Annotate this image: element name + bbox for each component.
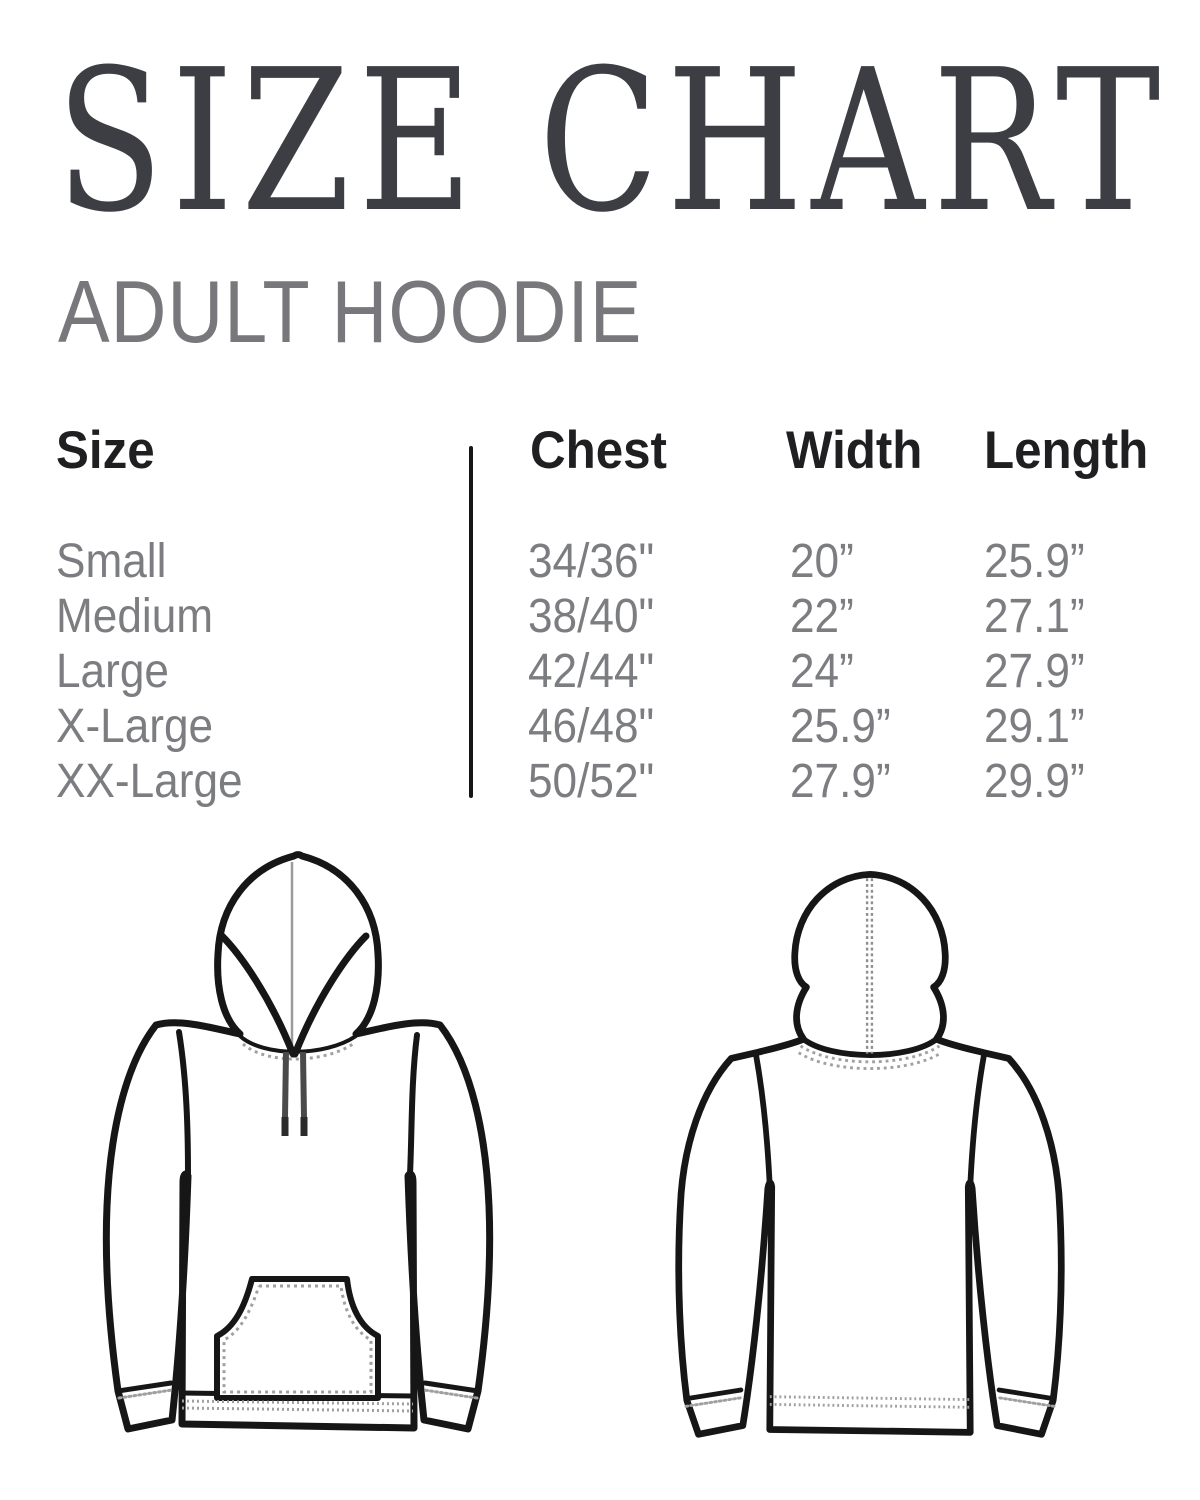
width-cell: 25.9” (790, 700, 891, 753)
length-cell: 29.1” (984, 700, 1085, 753)
column-header-size: Size (56, 421, 155, 480)
size-name-cell: Small (56, 535, 167, 588)
size-name-cell: Large (56, 645, 169, 698)
width-cell: 20” (790, 535, 854, 588)
page-subtitle: ADULT HOODIE (58, 262, 643, 361)
length-cell: 27.1” (984, 590, 1085, 643)
hood-center-seam (865, 878, 874, 1054)
column-header-length: Length (984, 421, 1149, 480)
page-title: SIZE CHART (56, 28, 1169, 256)
width-cell: 27.9” (790, 755, 891, 808)
back-side-seams (753, 1053, 987, 1190)
drawstrings (281, 1051, 308, 1136)
chest-cell: 46/48" (528, 700, 655, 753)
length-cell: 29.9” (984, 755, 1085, 808)
armhole-seams (176, 1029, 420, 1177)
chest-cell: 34/36" (528, 535, 655, 588)
collar-curve (238, 1034, 358, 1054)
size-name-cell: XX-Large (56, 755, 243, 808)
column-header-width: Width (786, 421, 923, 480)
size-name-column: Small Medium Large X-Large XX-Large (56, 534, 243, 809)
size-name-cell: Medium (56, 590, 214, 643)
size-name-cell: X-Large (56, 700, 214, 753)
chest-cell: 38/40" (528, 590, 655, 643)
hood-bottom-edge (800, 1036, 940, 1058)
length-cell: 27.9” (984, 645, 1085, 698)
chest-cell: 42/44" (528, 645, 655, 698)
chest-column: 34/36" 38/40" 42/44" 46/48" 50/52" (528, 534, 654, 809)
width-column: 20” 22” 24” 25.9” 27.9” (790, 534, 891, 809)
hoodie-front-silhouette (102, 851, 494, 1433)
pocket-stitching (222, 1284, 373, 1394)
width-cell: 24” (790, 645, 854, 698)
front-hem-stitching (181, 1399, 414, 1413)
length-cell: 25.9” (984, 535, 1085, 588)
width-cell: 22” (790, 590, 854, 643)
hoodie-back-diagram (675, 871, 1065, 1438)
back-cuff-lines (684, 1387, 1056, 1408)
kangaroo-pocket (214, 1276, 381, 1401)
chest-cell: 50/52" (528, 755, 655, 808)
table-divider-line (469, 446, 473, 798)
hood-opening (218, 932, 370, 1058)
hoodie-back-silhouette (675, 871, 1065, 1438)
hoodie-front-diagram (102, 851, 494, 1433)
cuff-lines (115, 1380, 481, 1400)
length-column: 25.9” 27.1” 27.9” 29.1” 29.9” (984, 534, 1085, 809)
column-header-chest: Chest (530, 421, 667, 480)
back-collar-stitching (797, 1044, 943, 1070)
